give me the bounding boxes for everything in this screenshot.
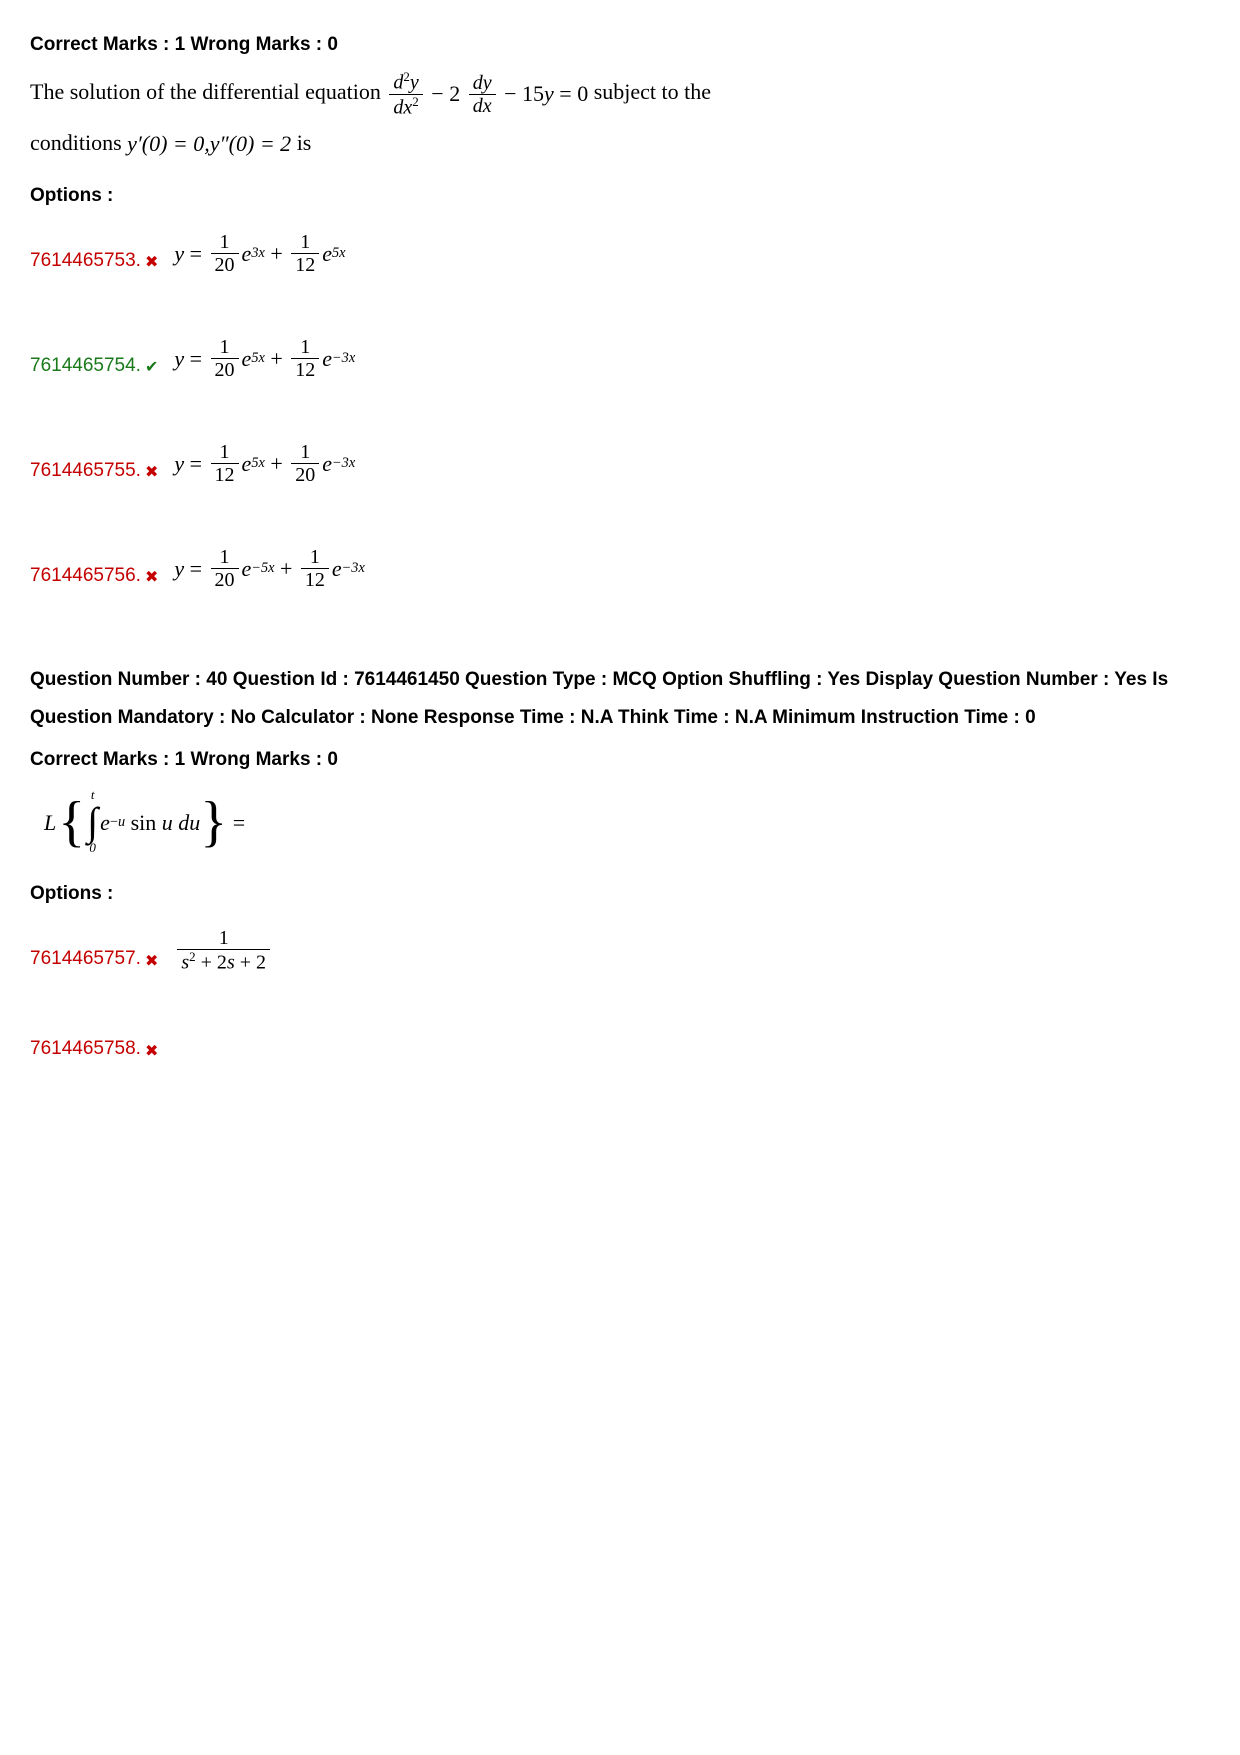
q1-options-heading: Options : — [30, 181, 1210, 211]
q2-option-row: 7614465757.✖ 1s2 + 2s + 2 — [30, 927, 1210, 974]
q1-line2-suffix: is — [297, 130, 312, 155]
option-math: 1s2 + 2s + 2 — [174, 927, 273, 974]
q2-question: L { t ∫ 0 e−u sin u du } = — [44, 785, 1210, 859]
q2-options-list: 7614465757.✖1s2 + 2s + 27614465758.✖ — [30, 927, 1210, 1064]
option-id: 7614465757. — [30, 944, 141, 974]
q1-question-text: The solution of the differential equatio… — [30, 68, 1210, 168]
q2-marks: Correct Marks : 1 Wrong Marks : 0 — [30, 745, 1210, 775]
option-id: 7614465756. — [30, 561, 141, 591]
cross-icon: ✖ — [145, 460, 158, 486]
q1-line2-prefix: conditions — [30, 130, 127, 155]
check-icon: ✔ — [145, 355, 158, 381]
option-math: y = 120e5x + 112e−3x — [174, 336, 355, 381]
q1-option-row: 7614465754.✔ y = 120e5x + 112e−3x — [30, 336, 1210, 381]
q1-option-row: 7614465756.✖ y = 120e−5x + 112e−3x — [30, 546, 1210, 591]
option-math: y = 120e3x + 112e5x — [174, 231, 345, 276]
q2-options-heading: Options : — [30, 879, 1210, 909]
option-id: 7614465755. — [30, 456, 141, 486]
cross-icon: ✖ — [145, 250, 158, 276]
q1-equation: d2y dx2 − 2 dy dx − 15y = 0 — [386, 70, 588, 118]
option-math: y = 112e5x + 120e−3x — [174, 441, 355, 486]
q2-meta: Question Number : 40 Question Id : 76144… — [30, 661, 1210, 737]
q1-suffix: subject to the — [594, 79, 711, 104]
q1-options-list: 7614465753.✖y = 120e3x + 112e5x761446575… — [30, 231, 1210, 591]
option-id: 7614465753. — [30, 246, 141, 276]
option-id: 7614465758. — [30, 1034, 141, 1064]
option-math: y = 120e−5x + 112e−3x — [174, 546, 364, 591]
q1-conditions: y′(0) = 0, y″(0) = 2 — [127, 120, 291, 168]
q1-option-row: 7614465755.✖ y = 112e5x + 120e−3x — [30, 441, 1210, 486]
q1-marks: Correct Marks : 1 Wrong Marks : 0 — [30, 30, 1210, 60]
q1-prefix: The solution of the differential equatio… — [30, 79, 386, 104]
cross-icon: ✖ — [145, 1039, 158, 1065]
q1-option-row: 7614465753.✖ y = 120e3x + 112e5x — [30, 231, 1210, 276]
option-id: 7614465754. — [30, 351, 141, 381]
cross-icon: ✖ — [145, 949, 158, 975]
cross-icon: ✖ — [145, 565, 158, 591]
q2-option-row: 7614465758.✖ — [30, 1034, 1210, 1064]
